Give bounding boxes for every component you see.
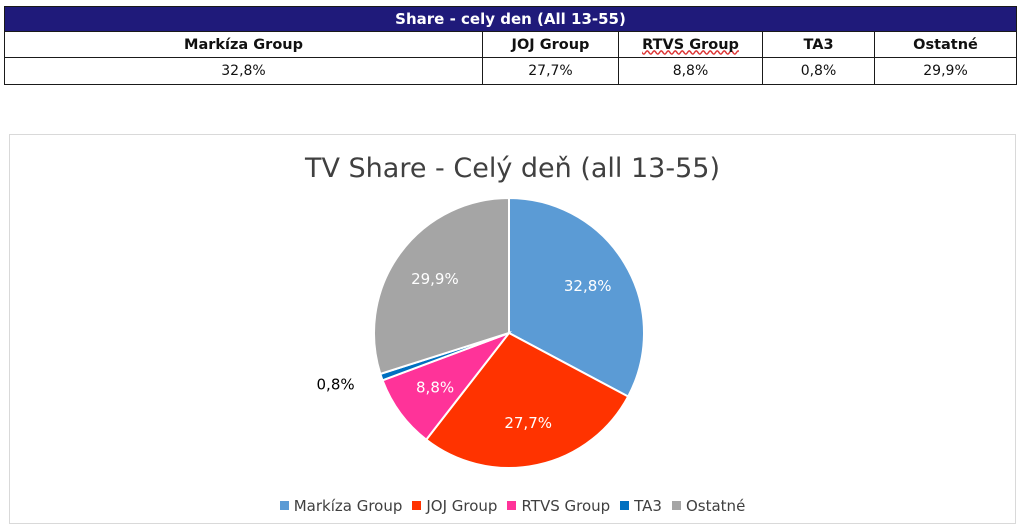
legend-item-ostatne: Ostatné xyxy=(671,497,746,515)
data-label-joj: 27,7% xyxy=(504,414,552,432)
legend-item-ta3: TA3 xyxy=(620,497,662,515)
pie-slice-joj xyxy=(424,331,630,469)
header-cell-ta3: TA3 xyxy=(762,31,875,58)
header-text-rtvs: RTVS Group xyxy=(642,36,739,53)
table-header-row: Markíza Group JOJ Group RTVS Group TA3 O… xyxy=(4,31,1018,58)
data-label-markiza: 32,8% xyxy=(564,277,612,295)
pie-slice-ostatne xyxy=(373,196,510,376)
value-cell-rtvs: 8,8% xyxy=(618,57,763,85)
value-cell-markiza: 32,8% xyxy=(4,57,483,85)
share-table: Share - cely den (All 13-55) Markíza Gro… xyxy=(3,6,1018,85)
table-title: Share - cely den (All 13-55) xyxy=(3,6,1018,32)
value-cell-ta3: 0,8% xyxy=(762,57,875,85)
legend-label-rtvs: RTVS Group xyxy=(521,497,611,515)
header-cell-markiza: Markíza Group xyxy=(4,31,483,58)
data-label-rtvs: 8,8% xyxy=(416,378,454,396)
pie-chart: 32,8% 27,7% 8,8% 0,8% 29,9% xyxy=(317,196,645,469)
chart-title: TV Share - Celý deň (all 13-55) xyxy=(305,153,720,184)
legend-item-markiza: Markíza Group xyxy=(279,497,403,515)
table-value-row: 32,8% 27,7% 8,8% 0,8% 29,9% xyxy=(4,57,1018,85)
legend-label-ta3: TA3 xyxy=(634,497,662,515)
legend-swatch-markiza xyxy=(279,501,289,510)
header-cell-rtvs: RTVS Group xyxy=(618,31,763,58)
header-cell-joj: JOJ Group xyxy=(482,31,619,58)
header-cell-ostatne: Ostatné xyxy=(873,31,1018,58)
legend-swatch-joj xyxy=(412,501,422,510)
pie-slice-markiza xyxy=(508,196,645,398)
legend-item-rtvs: RTVS Group xyxy=(507,497,610,515)
chart-legend: Markíza Group JOJ Group RTVS Group TA3 Ostat… xyxy=(10,497,1015,515)
value-cell-ostatne: 29,9% xyxy=(873,57,1018,85)
legend-label-joj: JOJ Group xyxy=(426,497,498,515)
value-cell-joj: 27,7% xyxy=(482,57,619,85)
chart-area: TV Share - Celý deň (all 13-55) 32,8% 27,… xyxy=(9,134,1016,524)
data-label-ta3: 0,8% xyxy=(317,375,355,393)
legend-item-joj: JOJ Group xyxy=(412,497,497,515)
table-title-row: Share - cely den (All 13-55) xyxy=(3,6,1018,32)
data-label-ostatne: 29,9% xyxy=(411,270,459,288)
legend-swatch-rtvs xyxy=(507,501,517,510)
legend-label-markiza: Markíza Group xyxy=(293,497,403,515)
table-title-text: Share - cely den (All 13-55) xyxy=(395,10,626,28)
legend-swatch-ostatne xyxy=(671,501,681,510)
legend-label-ostatne: Ostatné xyxy=(685,497,746,515)
legend-swatch-ta3 xyxy=(620,501,630,510)
